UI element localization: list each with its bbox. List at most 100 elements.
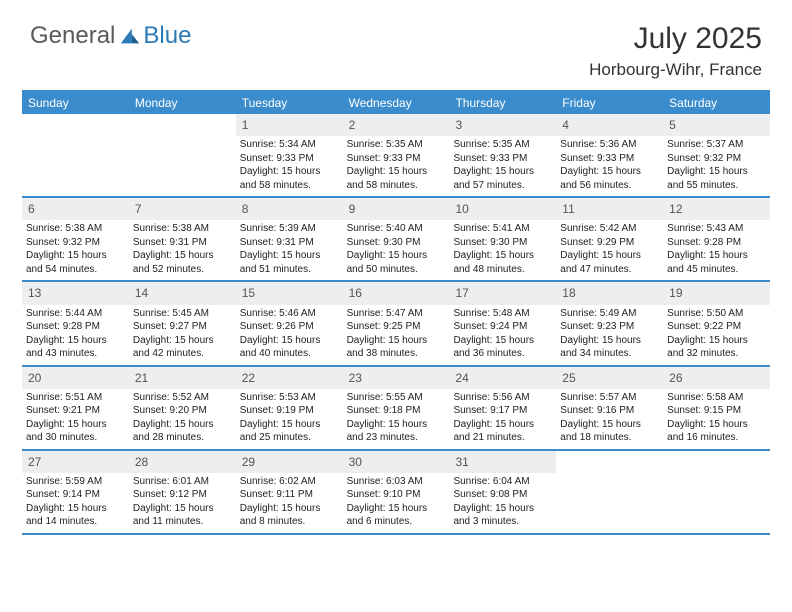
daylight1-text: Daylight: 15 hours [453,249,552,263]
daylight2-text: and 36 minutes. [453,347,552,361]
daylight1-text: Daylight: 15 hours [133,418,232,432]
daylight2-text: and 40 minutes. [240,347,339,361]
day-body: Sunrise: 6:02 AMSunset: 9:11 PMDaylight:… [236,475,343,529]
day-cell: 10Sunrise: 5:41 AMSunset: 9:30 PMDayligh… [449,198,556,280]
day-body: Sunrise: 5:52 AMSunset: 9:20 PMDaylight:… [129,391,236,445]
daylight2-text: and 16 minutes. [667,431,766,445]
day-cell: 30Sunrise: 6:03 AMSunset: 9:10 PMDayligh… [343,451,450,533]
day-number: 18 [556,282,663,304]
daylight2-text: and 3 minutes. [453,515,552,529]
sunset-text: Sunset: 9:11 PM [240,488,339,502]
sunset-text: Sunset: 9:32 PM [26,236,125,250]
sunset-text: Sunset: 9:16 PM [560,404,659,418]
day-cell: 8Sunrise: 5:39 AMSunset: 9:31 PMDaylight… [236,198,343,280]
daylight2-text: and 43 minutes. [26,347,125,361]
day-number: 29 [236,451,343,473]
sunset-text: Sunset: 9:24 PM [453,320,552,334]
day-number: 7 [129,198,236,220]
day-number: 8 [236,198,343,220]
sunrise-text: Sunrise: 5:56 AM [453,391,552,405]
day-cell: 11Sunrise: 5:42 AMSunset: 9:29 PMDayligh… [556,198,663,280]
sunrise-text: Sunrise: 5:37 AM [667,138,766,152]
day-cell: 28Sunrise: 6:01 AMSunset: 9:12 PMDayligh… [129,451,236,533]
sunset-text: Sunset: 9:33 PM [560,152,659,166]
day-number: 17 [449,282,556,304]
week-row: 1Sunrise: 5:34 AMSunset: 9:33 PMDaylight… [22,114,770,198]
sunrise-text: Sunrise: 5:38 AM [133,222,232,236]
day-body: Sunrise: 5:41 AMSunset: 9:30 PMDaylight:… [449,222,556,276]
daylight1-text: Daylight: 15 hours [347,502,446,516]
day-body: Sunrise: 5:48 AMSunset: 9:24 PMDaylight:… [449,307,556,361]
daylight1-text: Daylight: 15 hours [133,502,232,516]
sunset-text: Sunset: 9:17 PM [453,404,552,418]
daylight2-text: and 42 minutes. [133,347,232,361]
sunrise-text: Sunrise: 5:35 AM [453,138,552,152]
sunrise-text: Sunrise: 6:04 AM [453,475,552,489]
sunrise-text: Sunrise: 5:53 AM [240,391,339,405]
sunset-text: Sunset: 9:31 PM [133,236,232,250]
day-number: 11 [556,198,663,220]
daylight1-text: Daylight: 15 hours [667,249,766,263]
sunrise-text: Sunrise: 5:40 AM [347,222,446,236]
day-cell: 18Sunrise: 5:49 AMSunset: 9:23 PMDayligh… [556,282,663,364]
sunset-text: Sunset: 9:29 PM [560,236,659,250]
day-header: Monday [129,92,236,114]
daylight2-text: and 58 minutes. [240,179,339,193]
daylight1-text: Daylight: 15 hours [347,165,446,179]
sunset-text: Sunset: 9:26 PM [240,320,339,334]
daylight2-text: and 18 minutes. [560,431,659,445]
day-header: Thursday [449,92,556,114]
sunrise-text: Sunrise: 5:41 AM [453,222,552,236]
daylight2-text: and 45 minutes. [667,263,766,277]
sunset-text: Sunset: 9:10 PM [347,488,446,502]
daylight2-text: and 51 minutes. [240,263,339,277]
day-body: Sunrise: 5:55 AMSunset: 9:18 PMDaylight:… [343,391,450,445]
sunset-text: Sunset: 9:30 PM [453,236,552,250]
day-cell: 25Sunrise: 5:57 AMSunset: 9:16 PMDayligh… [556,367,663,449]
sunrise-text: Sunrise: 6:03 AM [347,475,446,489]
day-number: 5 [663,114,770,136]
day-body: Sunrise: 6:01 AMSunset: 9:12 PMDaylight:… [129,475,236,529]
daylight2-text: and 50 minutes. [347,263,446,277]
day-number: 2 [343,114,450,136]
day-body: Sunrise: 6:03 AMSunset: 9:10 PMDaylight:… [343,475,450,529]
daylight1-text: Daylight: 15 hours [453,418,552,432]
brand-text-general: General [30,22,115,50]
day-cell [22,114,129,196]
day-number: 28 [129,451,236,473]
sunset-text: Sunset: 9:30 PM [347,236,446,250]
sunrise-text: Sunrise: 5:47 AM [347,307,446,321]
day-cell: 14Sunrise: 5:45 AMSunset: 9:27 PMDayligh… [129,282,236,364]
daylight1-text: Daylight: 15 hours [453,334,552,348]
week-row: 13Sunrise: 5:44 AMSunset: 9:28 PMDayligh… [22,282,770,366]
daylight1-text: Daylight: 15 hours [240,249,339,263]
day-cell: 26Sunrise: 5:58 AMSunset: 9:15 PMDayligh… [663,367,770,449]
daylight2-text: and 48 minutes. [453,263,552,277]
sunset-text: Sunset: 9:33 PM [240,152,339,166]
sunset-text: Sunset: 9:18 PM [347,404,446,418]
sunrise-text: Sunrise: 5:52 AM [133,391,232,405]
day-number: 24 [449,367,556,389]
sunrise-text: Sunrise: 5:57 AM [560,391,659,405]
sunrise-text: Sunrise: 5:45 AM [133,307,232,321]
daylight1-text: Daylight: 15 hours [133,334,232,348]
daylight2-text: and 52 minutes. [133,263,232,277]
daylight1-text: Daylight: 15 hours [240,418,339,432]
day-number: 3 [449,114,556,136]
day-number: 31 [449,451,556,473]
day-number: 27 [22,451,129,473]
day-cell: 6Sunrise: 5:38 AMSunset: 9:32 PMDaylight… [22,198,129,280]
day-number: 6 [22,198,129,220]
title-area: July 2025 Horbourg-Wihr, France [589,22,762,80]
day-cell [556,451,663,533]
daylight1-text: Daylight: 15 hours [453,502,552,516]
day-cell: 27Sunrise: 5:59 AMSunset: 9:14 PMDayligh… [22,451,129,533]
day-number: 4 [556,114,663,136]
day-body: Sunrise: 5:51 AMSunset: 9:21 PMDaylight:… [22,391,129,445]
sunset-text: Sunset: 9:20 PM [133,404,232,418]
day-body: Sunrise: 5:46 AMSunset: 9:26 PMDaylight:… [236,307,343,361]
location-subtitle: Horbourg-Wihr, France [589,60,762,80]
sunrise-text: Sunrise: 5:55 AM [347,391,446,405]
day-cell: 23Sunrise: 5:55 AMSunset: 9:18 PMDayligh… [343,367,450,449]
day-cell: 13Sunrise: 5:44 AMSunset: 9:28 PMDayligh… [22,282,129,364]
